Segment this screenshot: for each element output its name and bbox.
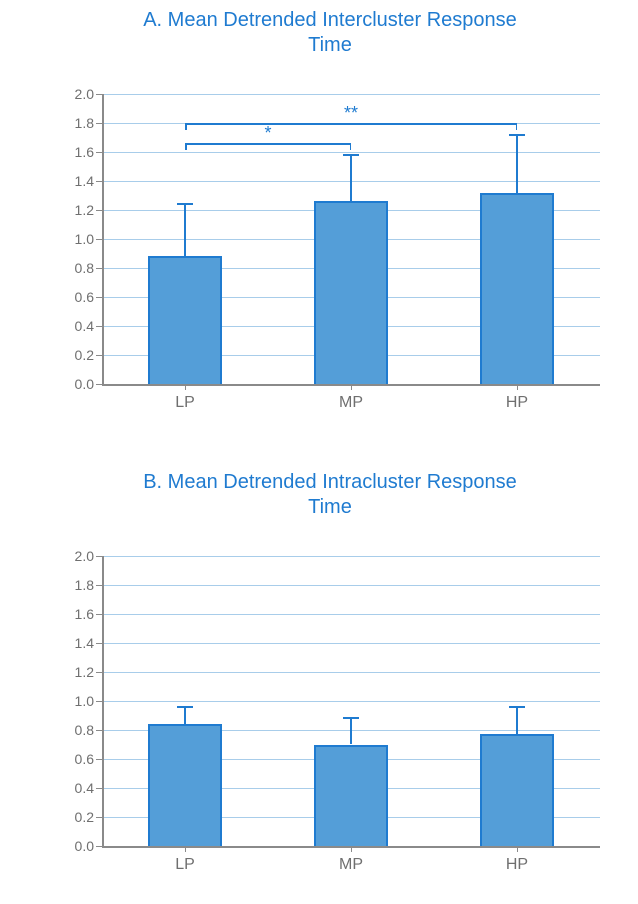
xtick-mark <box>517 846 518 852</box>
category-label: LP <box>102 394 268 412</box>
xtick-mark <box>185 846 186 852</box>
bar <box>314 201 389 384</box>
ytick-label: 1.6 <box>54 144 94 160</box>
ytick-label: 0.4 <box>54 318 94 334</box>
ytick-label: 0.4 <box>54 780 94 796</box>
gridline <box>102 643 600 644</box>
panel-b: B. Mean Detrended Intracluster Response … <box>60 470 600 880</box>
significance-bracket <box>185 123 187 130</box>
error-cap <box>343 154 360 156</box>
gridline <box>102 585 600 586</box>
bar <box>314 745 389 847</box>
gridline <box>102 701 600 702</box>
bar <box>148 256 223 384</box>
category-label: HP <box>434 394 600 412</box>
gridline <box>102 94 600 95</box>
error-bar <box>350 155 352 201</box>
error-cap <box>509 134 526 136</box>
ytick-label: 0.8 <box>54 260 94 276</box>
ytick-label: 0.2 <box>54 809 94 825</box>
significance-bracket <box>185 143 187 150</box>
panel-b-title: B. Mean Detrended Intracluster Response … <box>60 470 600 520</box>
bar <box>148 724 223 846</box>
ytick-label: 0.0 <box>54 838 94 854</box>
bar <box>480 734 555 846</box>
ytick-label: 2.0 <box>54 548 94 564</box>
ytick-label: 1.4 <box>54 173 94 189</box>
gridline <box>102 152 600 153</box>
xtick-mark <box>351 846 352 852</box>
ytick-label: 1.8 <box>54 115 94 131</box>
error-bar <box>184 707 186 724</box>
panel-b-plot: 0.00.20.40.60.81.01.21.41.61.82.0LPMPHP <box>102 556 600 846</box>
gridline <box>102 556 600 557</box>
ytick-label: 1.8 <box>54 577 94 593</box>
xtick-mark <box>351 384 352 390</box>
ytick-label: 1.4 <box>54 635 94 651</box>
ytick-label: 1.0 <box>54 693 94 709</box>
error-cap <box>509 706 526 708</box>
ytick-label: 0.0 <box>54 376 94 392</box>
category-label: LP <box>102 856 268 874</box>
ytick-label: 0.6 <box>54 289 94 305</box>
error-cap <box>343 717 360 719</box>
ytick-label: 1.2 <box>54 202 94 218</box>
error-bar <box>516 707 518 735</box>
significance-bracket <box>516 123 518 130</box>
error-cap <box>177 706 194 708</box>
significance-label: ** <box>321 103 381 124</box>
gridline <box>102 614 600 615</box>
panel-a: A. Mean Detrended Intercluster Response … <box>60 8 600 418</box>
category-label: MP <box>268 394 434 412</box>
ytick-label: 0.2 <box>54 347 94 363</box>
error-cap <box>177 203 194 205</box>
gridline <box>102 672 600 673</box>
significance-bracket <box>350 143 352 150</box>
y-axis <box>102 94 104 384</box>
ytick-label: 0.8 <box>54 722 94 738</box>
xtick-mark <box>185 384 186 390</box>
category-label: HP <box>434 856 600 874</box>
ytick-label: 2.0 <box>54 86 94 102</box>
category-label: MP <box>268 856 434 874</box>
ytick-label: 1.6 <box>54 606 94 622</box>
error-bar <box>350 718 352 744</box>
significance-label: * <box>238 123 298 144</box>
bar <box>480 193 555 384</box>
ytick-label: 0.6 <box>54 751 94 767</box>
page: { "colors": { "primary": "#1f7bd0", "bar… <box>0 0 638 904</box>
panel-a-title: A. Mean Detrended Intercluster Response … <box>60 8 600 58</box>
error-bar <box>184 204 186 256</box>
ytick-label: 1.2 <box>54 664 94 680</box>
panel-a-plot: 0.00.20.40.60.81.01.21.41.61.82.0LPMPHP*… <box>102 94 600 384</box>
y-axis <box>102 556 104 846</box>
xtick-mark <box>517 384 518 390</box>
ytick-label: 1.0 <box>54 231 94 247</box>
error-bar <box>516 135 518 193</box>
